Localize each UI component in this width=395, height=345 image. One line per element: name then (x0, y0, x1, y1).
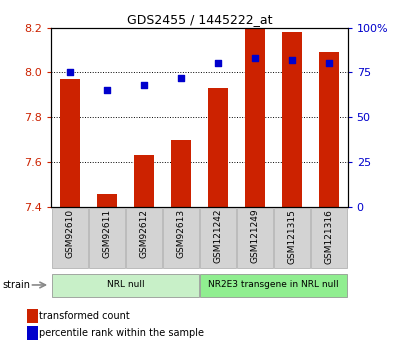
Bar (52, 208, 88, 268)
Bar (282, 32, 302, 207)
Bar (200, 208, 236, 268)
Text: percentile rank within the sample: percentile rank within the sample (39, 328, 204, 338)
Point (326, 61, 332, 66)
Bar (163, 208, 199, 268)
Title: GDS2455 / 1445222_at: GDS2455 / 1445222_at (127, 13, 272, 27)
Text: GSM121242: GSM121242 (213, 209, 222, 263)
Bar (126, 208, 162, 268)
Bar (319, 52, 339, 207)
Bar (311, 208, 347, 268)
Text: NR2E3 transgene in NRL null: NR2E3 transgene in NRL null (208, 280, 339, 289)
Point (252, 55, 258, 61)
Text: NRL null: NRL null (107, 280, 144, 289)
Bar (237, 208, 273, 268)
Text: GSM92612: GSM92612 (139, 209, 149, 258)
Bar (60, 79, 80, 207)
Text: transformed count: transformed count (39, 311, 130, 321)
Point (178, 75, 184, 81)
Text: GSM92610: GSM92610 (65, 209, 74, 258)
Point (67, 70, 73, 75)
Bar (208, 88, 228, 207)
Text: GSM121249: GSM121249 (250, 209, 260, 264)
Bar (200, 274, 347, 297)
Point (215, 61, 221, 66)
Bar (89, 208, 125, 268)
Bar (171, 140, 191, 207)
Text: GSM92611: GSM92611 (102, 209, 111, 258)
Bar (97, 194, 117, 207)
Bar (52, 274, 199, 297)
Text: GSM121316: GSM121316 (325, 209, 334, 264)
Bar (27, 326, 38, 340)
Bar (134, 155, 154, 207)
Text: strain: strain (2, 280, 30, 290)
Bar (245, 25, 265, 207)
Text: GSM92613: GSM92613 (177, 209, 186, 258)
Text: GSM121315: GSM121315 (288, 209, 297, 264)
Point (104, 88, 110, 93)
Point (289, 57, 295, 63)
Bar (274, 208, 310, 268)
Point (141, 82, 147, 88)
Bar (27, 309, 38, 323)
